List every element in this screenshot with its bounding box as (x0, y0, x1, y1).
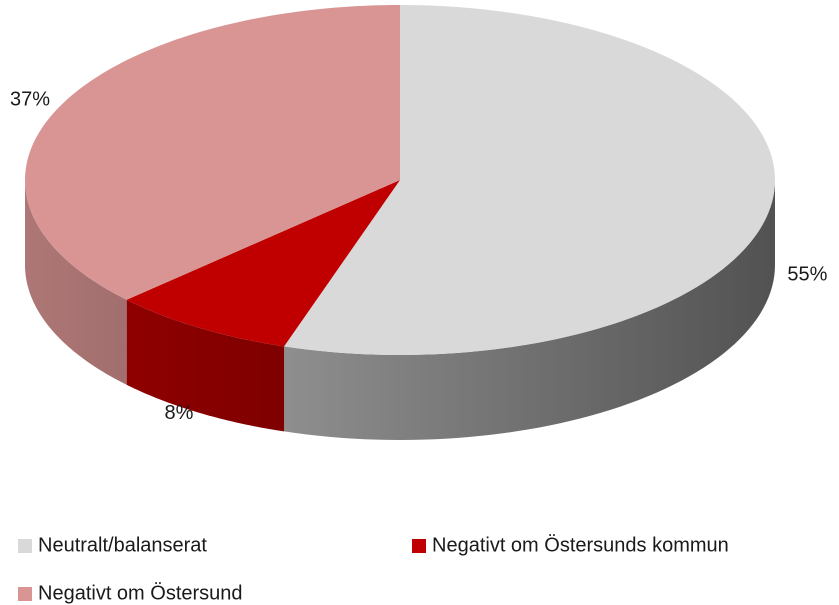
pie-side (284, 180, 775, 440)
data-label: 8% (165, 402, 194, 424)
data-label: 37% (10, 88, 50, 110)
legend-swatch (18, 539, 32, 553)
legend-label: Neutralt/balanserat (38, 534, 207, 556)
pie-slice (284, 5, 775, 355)
pie-side (126, 299, 285, 432)
legend-swatch (412, 539, 426, 553)
pie-slice (25, 5, 401, 300)
pie-side (25, 180, 127, 385)
data-label: 55% (787, 264, 827, 286)
legend-swatch (18, 587, 32, 601)
legend-label: Negativt om Östersund (38, 582, 243, 604)
pie-slice (126, 180, 400, 347)
legend-label: Negativt om Östersunds kommun (432, 534, 729, 556)
